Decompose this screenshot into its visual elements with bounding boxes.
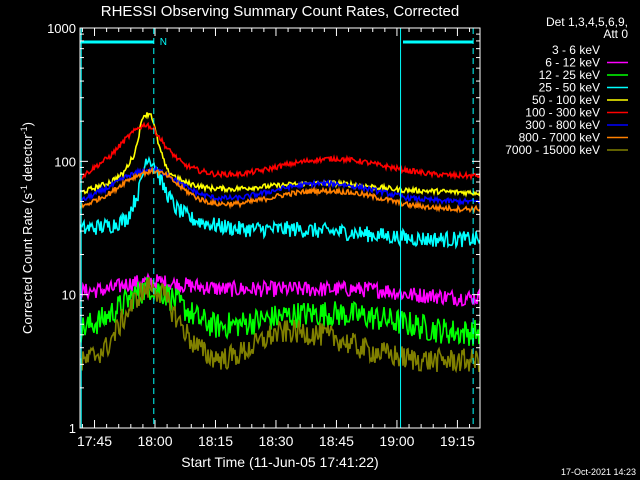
chart-title: RHESSI Observing Summary Count Rates, Co… xyxy=(101,3,459,20)
series-layer xyxy=(80,112,480,428)
x-tick-label: 18:45 xyxy=(319,433,354,449)
series-line-50-100-kev xyxy=(80,112,480,198)
x-tick-label: 18:15 xyxy=(198,433,233,449)
legend-entry-label: 25 - 50 keV xyxy=(539,81,600,95)
flag-label: N xyxy=(160,37,167,48)
x-axis: 17:45 18:00 18:15 18:30 18:45 19:00 19:15 xyxy=(77,28,475,449)
legend-entry-label: 50 - 100 keV xyxy=(532,93,600,107)
series-line-800-7000-kev xyxy=(80,166,480,214)
y-axis: 1 10 100 1000 xyxy=(47,21,480,436)
legend-detectors: Det 1,3,4,5,6,9, xyxy=(546,15,628,29)
legend-entry-label: 3 - 6 keV xyxy=(552,43,600,57)
legend-entry-label: 6 - 12 keV xyxy=(545,56,600,70)
y-tick-label: 1 xyxy=(69,421,76,436)
plot-frame xyxy=(79,27,481,429)
series-line-300-800-kev xyxy=(80,164,480,207)
legend-entry-label: 100 - 300 keV xyxy=(525,106,600,120)
x-tick-label: 18:00 xyxy=(137,433,172,449)
y-tick-label: 1000 xyxy=(47,21,76,36)
series-line-25-50-kev xyxy=(80,155,480,250)
legend-entry-label: 300 - 800 keV xyxy=(525,118,600,132)
x-tick-label: 17:45 xyxy=(77,433,112,449)
y-axis-label: Corrected Count Rate (s-1 detector-1) xyxy=(19,122,35,334)
x-tick-label: 19:00 xyxy=(379,433,414,449)
x-tick-label: 19:15 xyxy=(440,433,475,449)
series-line-7000-15000-kev xyxy=(80,277,480,374)
series-line-3-6-kev xyxy=(80,259,480,428)
x-tick-label: 18:30 xyxy=(258,433,293,449)
series-line-100-300-kev xyxy=(80,121,480,181)
legend-entry-label: 800 - 7000 keV xyxy=(519,131,600,145)
x-axis-label: Start Time (11-Jun-05 17:41:22) xyxy=(181,454,378,470)
flag-layer: N xyxy=(80,28,474,428)
y-tick-label: 100 xyxy=(54,154,76,169)
legend-entry-label: 7000 - 15000 keV xyxy=(505,143,600,157)
y-tick-label: 10 xyxy=(62,288,76,303)
footer-timestamp: 17-Oct-2021 14:23 xyxy=(561,467,636,477)
legend-entry-label: 12 - 25 keV xyxy=(539,68,600,82)
legend-attenuator: Att 0 xyxy=(603,27,628,41)
